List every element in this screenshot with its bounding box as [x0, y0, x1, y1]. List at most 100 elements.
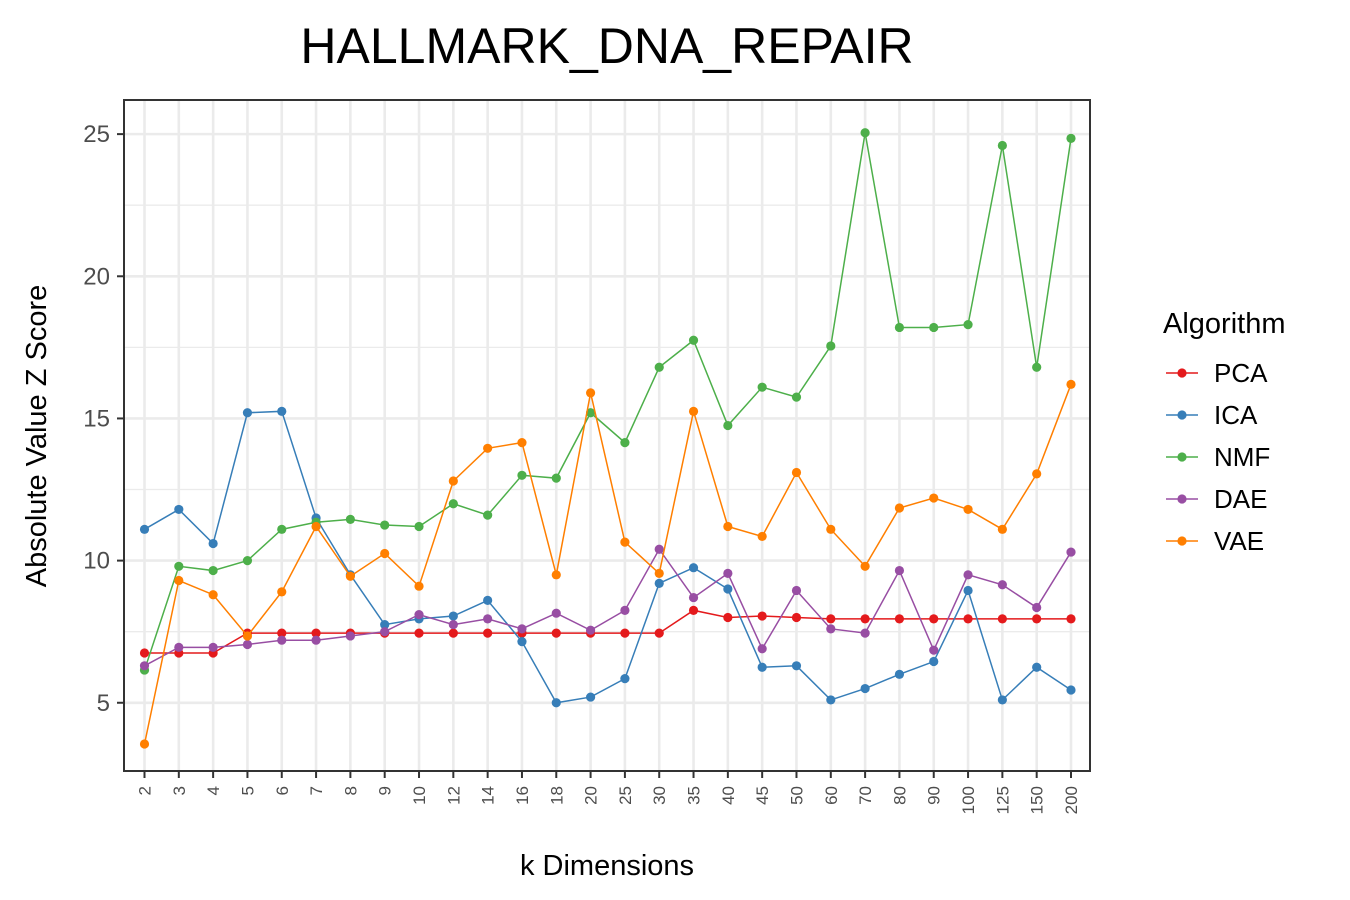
nmf-point [277, 524, 287, 534]
pca-point [551, 628, 561, 638]
vae-point [277, 587, 287, 597]
series-ica [139, 406, 1076, 708]
dae-point [723, 568, 733, 578]
dae-point [311, 635, 321, 645]
pca-point [448, 628, 458, 638]
nmf-point [1032, 362, 1042, 372]
pca-point [483, 628, 493, 638]
pca-point [1066, 614, 1076, 624]
x-tick-label: 16 [513, 786, 532, 805]
dae-point [757, 644, 767, 654]
x-tick-label: 5 [238, 786, 257, 795]
dae-line [144, 547, 1072, 667]
vae-point [551, 570, 561, 580]
ica-point [448, 611, 458, 621]
ica-point [963, 585, 973, 596]
ica-point [208, 538, 218, 549]
dae-point [1066, 547, 1076, 557]
legend-label: VAE [1214, 526, 1264, 556]
dae-point [277, 635, 287, 645]
x-tick-label: 2 [136, 786, 155, 795]
dae-point [963, 570, 973, 580]
nmf-point [929, 322, 939, 333]
x-tick-label: 8 [341, 786, 360, 795]
vae-point [448, 476, 458, 486]
vae-point [311, 521, 321, 532]
vae-point [757, 531, 767, 542]
vae-point [894, 503, 905, 513]
ica-point [242, 408, 253, 418]
vae-point [688, 406, 699, 416]
dae-point [174, 642, 184, 652]
y-axis: 5 10 15 20 25 [83, 121, 124, 717]
dae-point [345, 631, 355, 641]
nmf-point [483, 510, 493, 520]
x-tick-label: 3 [170, 786, 189, 795]
vae-line [143, 384, 1072, 745]
y-tick-label: 20 [83, 263, 110, 290]
x-tick-label: 18 [547, 786, 566, 805]
x-tick-label: 50 [787, 786, 806, 805]
dae-point [483, 614, 493, 624]
nmf-point [517, 470, 527, 480]
vae-point [860, 561, 870, 571]
nmf-point [208, 565, 218, 576]
nmf-point [174, 561, 184, 571]
ica-point [688, 563, 699, 573]
nmf-point [894, 322, 905, 333]
x-tick-label: 150 [1028, 786, 1047, 814]
x-tick-label: 12 [444, 786, 463, 805]
vae-point [654, 568, 664, 578]
dae-point [1032, 602, 1042, 613]
vae-point [620, 537, 630, 547]
y-tick-label: 5 [97, 690, 110, 717]
legend-label: DAE [1214, 484, 1267, 514]
nmf-point [551, 473, 561, 483]
vae-point [208, 590, 218, 600]
legend-title: Algorithm [1163, 308, 1286, 340]
pca-point [277, 628, 287, 638]
vae-point [1032, 469, 1042, 479]
ica-point [1032, 662, 1042, 672]
pca-point [723, 612, 733, 623]
ica-point [585, 692, 596, 702]
pca-point [414, 628, 424, 638]
dae-point [894, 565, 905, 576]
x-tick-label: 35 [685, 786, 704, 805]
x-tick-label: 25 [616, 786, 635, 805]
x-tick-label: 14 [479, 786, 498, 805]
x-tick-label: 70 [856, 786, 875, 805]
vae-point [380, 548, 390, 559]
ica-point [277, 406, 287, 416]
vae-point [242, 631, 253, 641]
dae-point [585, 625, 596, 635]
legend-items: PCA ICA NMF DAE VAE [1166, 358, 1270, 556]
y-tick-label: 25 [83, 121, 110, 148]
legend-key-point [1177, 452, 1187, 462]
series-vae [139, 379, 1076, 749]
legend: Algorithm PCA ICA NMF DAE VAE [1163, 308, 1286, 556]
pca-point [688, 605, 699, 615]
legend-key-point [1177, 368, 1187, 378]
pca-point [791, 612, 802, 623]
ica-point [1066, 685, 1076, 695]
x-tick-label: 200 [1062, 786, 1081, 814]
dae-point [242, 639, 253, 650]
nmf-point [860, 128, 870, 138]
nmf-point [242, 556, 253, 566]
ica-point [380, 619, 390, 630]
y-axis-title: Absolute Value Z Score [21, 285, 53, 588]
ica-line [144, 410, 1072, 704]
x-tick-label: 90 [925, 786, 944, 805]
dae-point [929, 645, 939, 655]
nmf-point [1066, 133, 1076, 143]
ica-point [139, 524, 150, 534]
series-layer [139, 128, 1076, 749]
x-axis: 2 3 4 5 6 7 8 9 10 12 14 16 18 20 25 30 35 40 45 50 60 70 80 90… [136, 771, 1081, 814]
x-axis-title: k Dimensions [520, 850, 694, 882]
dae-point [997, 580, 1007, 590]
legend-label: ICA [1214, 400, 1258, 430]
legend-label: PCA [1214, 358, 1268, 388]
x-tick-label: 45 [753, 786, 772, 805]
dae-point [860, 628, 870, 638]
